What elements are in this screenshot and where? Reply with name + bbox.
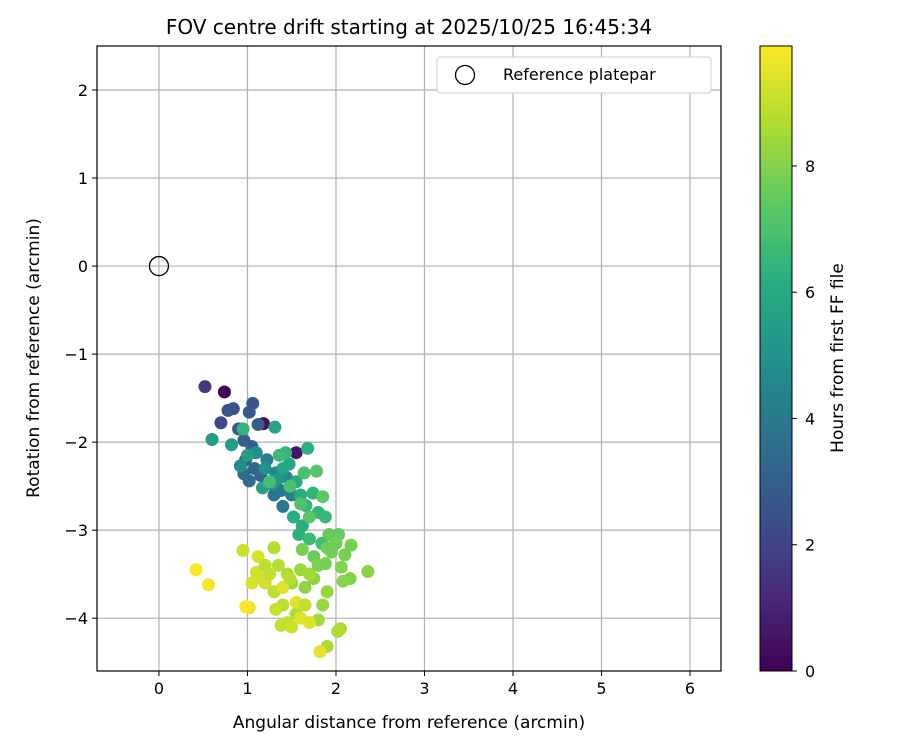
y-axis-ticks: 2 1 0 −1 −2 −3 −4: [64, 81, 97, 628]
scatter-point: [283, 572, 297, 586]
scatter-point: [298, 580, 312, 594]
scatter-point: [316, 598, 330, 612]
scatter-point: [263, 475, 277, 489]
scatter-point: [225, 438, 239, 452]
y-tick-label: 1: [78, 169, 88, 188]
scatter-point: [239, 600, 253, 614]
scatter-point: [198, 380, 212, 394]
y-tick-label: 0: [78, 257, 88, 276]
scatter-point: [258, 462, 272, 476]
x-tick-label: 0: [154, 679, 164, 698]
scatter-point: [276, 580, 290, 594]
legend: Reference platepar: [436, 56, 712, 94]
scatter-point: [322, 528, 336, 542]
scatter-point: [297, 466, 311, 480]
y-tick-label: −3: [64, 521, 88, 540]
scatter-point: [336, 574, 350, 588]
colorbar-tick-label: 2: [805, 536, 815, 555]
scatter-point: [361, 565, 375, 579]
scatter-point: [276, 499, 290, 513]
scatter-point: [334, 560, 348, 574]
scatter-point: [258, 558, 272, 572]
scatter-point: [301, 441, 315, 455]
scatter-point: [295, 543, 309, 557]
scatter-point: [316, 490, 330, 504]
scatter-point: [282, 457, 296, 471]
colorbar-ticks: 0 2 4 6 8: [792, 157, 815, 681]
scatter-point: [221, 403, 235, 417]
x-tick-label: 6: [685, 679, 695, 698]
scatter-point: [268, 420, 282, 434]
scatter-point: [318, 510, 332, 524]
colorbar: 0 2 4 6 8 Hours from first FF file: [759, 45, 848, 681]
scatter-point: [236, 422, 250, 436]
colorbar-label: Hours from first FF file: [828, 263, 848, 453]
scatter-point: [269, 602, 283, 616]
scatter-point: [325, 545, 339, 559]
x-tick-label: 3: [419, 679, 429, 698]
y-tick-label: −2: [64, 433, 88, 452]
legend-box: [436, 56, 712, 94]
scatter-point: [320, 585, 334, 599]
scatter-point: [302, 567, 316, 581]
x-tick-label: 2: [331, 679, 341, 698]
plot-frame: [96, 45, 722, 672]
scatter-point: [271, 558, 285, 572]
y-tick-label: 2: [78, 81, 88, 100]
scatter-point: [274, 618, 288, 632]
colorbar-tick-label: 6: [805, 283, 815, 302]
x-tick-label: 5: [596, 679, 606, 698]
scatter-point: [318, 557, 332, 571]
scatter-point: [205, 432, 219, 446]
scatter-point: [313, 645, 327, 659]
legend-reference-marker: [454, 64, 476, 86]
data-points: [189, 380, 375, 659]
scatter-point: [240, 448, 254, 462]
colorbar-tick-label: 8: [805, 157, 815, 176]
x-axis-label: Angular distance from reference (arcmin): [233, 713, 585, 733]
x-tick-label: 1: [242, 679, 252, 698]
x-tick-label: 4: [508, 679, 518, 698]
scatter-point: [285, 620, 299, 634]
scatter-point: [286, 510, 300, 524]
scatter-point: [302, 510, 316, 524]
reference-platepar-marker: [148, 255, 170, 277]
scatter-point: [331, 624, 345, 638]
y-tick-label: −4: [64, 609, 88, 628]
scatter-point: [292, 528, 306, 542]
reference-marker-group: [148, 255, 170, 277]
scatter-point: [289, 446, 303, 460]
scatter-point: [272, 448, 286, 462]
chart-title: FOV centre drift starting at 2025/10/25 …: [166, 15, 652, 39]
scatter-point: [302, 532, 316, 546]
scatter-point: [214, 416, 228, 430]
y-axis-label: Rotation from reference (arcmin): [24, 218, 44, 498]
colorbar-gradient: [759, 45, 793, 672]
scatter-point: [242, 405, 256, 419]
scatter-point: [233, 459, 247, 473]
grid-lines: [97, 46, 721, 671]
scatter-point: [298, 598, 312, 612]
scatter-point: [236, 543, 250, 557]
scatter-point: [217, 385, 231, 399]
scatter-point: [294, 497, 308, 511]
scatter-point: [251, 550, 265, 564]
scatter-point: [302, 616, 316, 630]
colorbar-tick-label: 4: [805, 409, 815, 428]
scatter-point: [310, 464, 324, 478]
colorbar-tick-label: 0: [805, 662, 815, 681]
y-tick-label: −1: [64, 345, 88, 364]
scatter-point: [202, 578, 216, 592]
scatter-point: [338, 548, 352, 562]
x-axis-ticks: 0 1 2 3 4 5 6: [154, 671, 695, 698]
scatter-point: [344, 538, 358, 552]
scatter-point: [189, 563, 203, 577]
scatter-point: [251, 418, 265, 432]
scatter-point: [267, 541, 281, 555]
legend-entry-reference: Reference platepar: [503, 65, 656, 84]
scatter-point: [245, 576, 259, 590]
scatter-point: [283, 479, 297, 493]
